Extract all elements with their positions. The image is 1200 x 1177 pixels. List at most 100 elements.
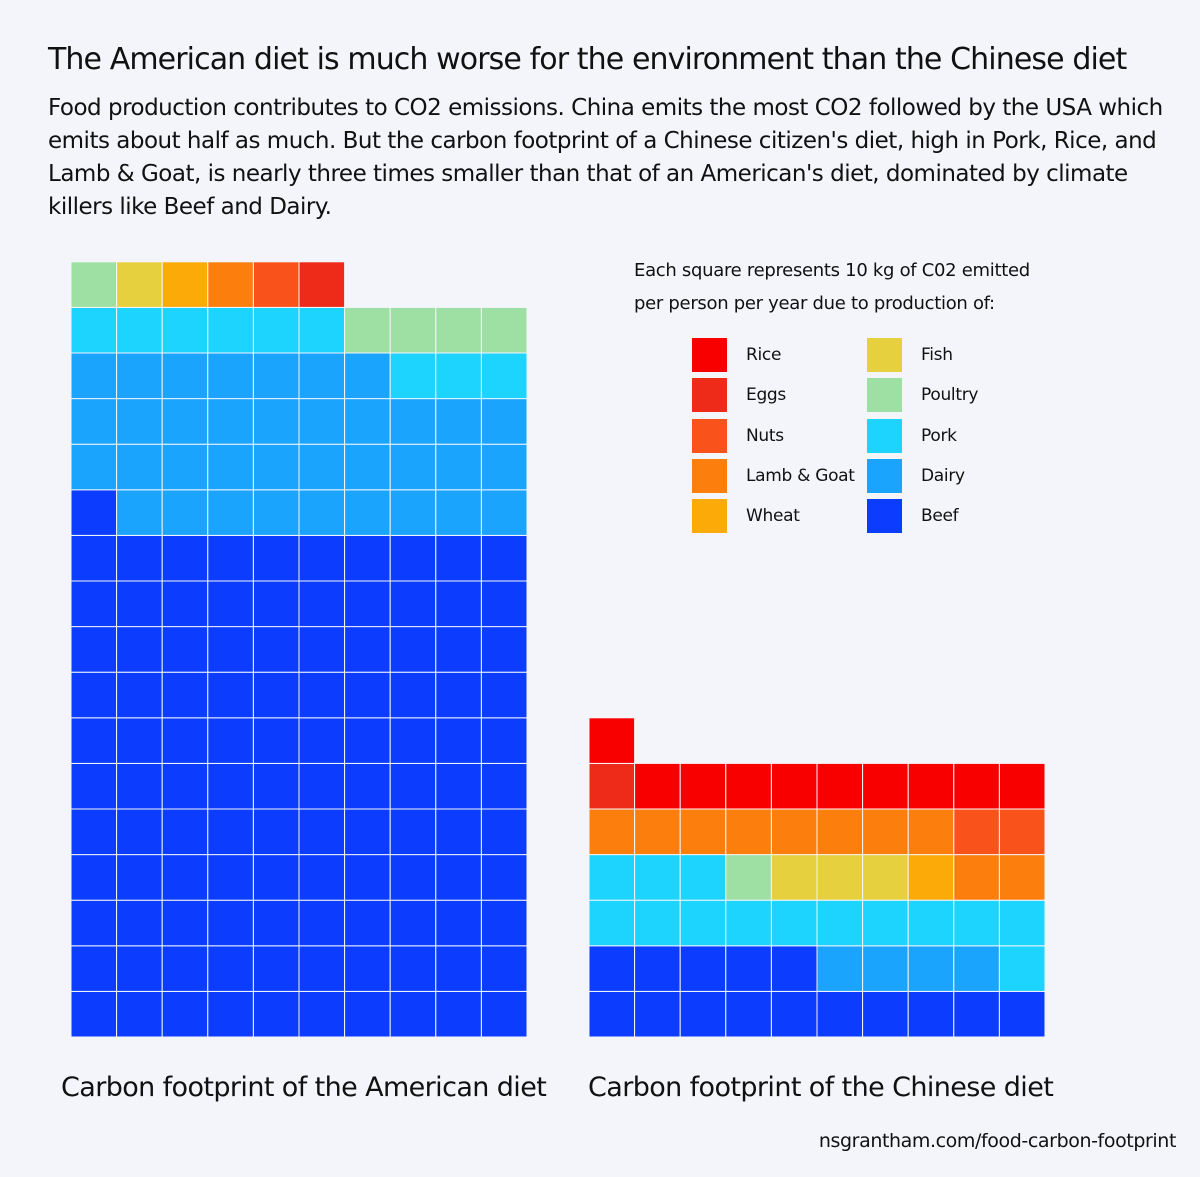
waffle-square	[953, 854, 1000, 901]
waffle-square	[70, 306, 118, 354]
waffle-square	[298, 945, 346, 992]
waffle-square	[998, 762, 1046, 810]
waffle-square	[252, 808, 300, 856]
waffle-square	[161, 762, 209, 810]
waffle-square	[161, 671, 209, 719]
waffle-square	[770, 899, 818, 947]
waffle-square	[161, 899, 209, 947]
source-link[interactable]: nsgrantham.com/food-carbon-footprint	[818, 1130, 1177, 1152]
waffle-square	[116, 671, 163, 719]
waffle-square	[816, 762, 864, 810]
waffle-square	[725, 808, 772, 856]
waffle-square	[252, 671, 300, 719]
waffle-square	[907, 762, 955, 810]
waffle-square	[207, 580, 254, 628]
waffle-square	[344, 762, 391, 810]
waffle-square	[389, 306, 437, 354]
waffle-square	[679, 808, 727, 856]
waffle-square	[70, 626, 118, 673]
waffle-square	[116, 398, 163, 445]
waffle-square	[907, 854, 955, 901]
waffle-square	[344, 990, 391, 1038]
waffle-square	[298, 352, 346, 400]
waffle-square	[435, 808, 482, 856]
waffle-square	[207, 626, 254, 673]
waffle-square	[389, 717, 437, 764]
waffle-square	[344, 626, 391, 673]
waffle-square	[161, 443, 209, 491]
legend-swatch	[692, 499, 727, 534]
waffle-square	[634, 945, 681, 992]
waffle-square	[116, 762, 163, 810]
waffle-square	[116, 899, 163, 947]
waffle-square	[862, 854, 909, 901]
waffle-square	[953, 808, 1000, 856]
waffle-square	[389, 398, 437, 445]
waffle-square	[116, 717, 163, 764]
waffle-square	[389, 443, 437, 491]
waffle-square	[679, 945, 727, 992]
legend-label: Wheat	[746, 506, 800, 527]
waffle-square	[207, 717, 254, 764]
waffle-square	[70, 762, 118, 810]
waffle-square	[816, 945, 864, 992]
waffle-square	[953, 762, 1000, 810]
waffle-square	[252, 261, 300, 308]
waffle-square	[116, 945, 163, 992]
waffle-square	[70, 671, 118, 719]
waffle-square	[161, 534, 209, 582]
waffle-square	[116, 580, 163, 628]
waffle-square	[588, 990, 636, 1038]
legend-title-line: per person per year due to production of…	[634, 293, 995, 314]
waffle-square	[70, 990, 118, 1038]
waffle-square	[907, 945, 955, 992]
waffle-square	[161, 398, 209, 445]
waffle-square	[907, 990, 955, 1038]
waffle-square	[634, 854, 681, 901]
legend-label: Lamb & Goat	[746, 465, 855, 486]
waffle-chinese	[588, 717, 1046, 1038]
waffle-square	[207, 671, 254, 719]
legend-label: Beef	[921, 506, 959, 527]
waffle-square	[116, 990, 163, 1038]
waffle-square	[116, 854, 163, 901]
waffle-square	[207, 808, 254, 856]
waffle-square	[116, 534, 163, 582]
chart-title: The American diet is much worse for the …	[48, 42, 1127, 77]
waffle-square	[389, 945, 437, 992]
waffle-square	[207, 489, 254, 536]
waffle-square	[862, 945, 909, 992]
waffle-square	[770, 990, 818, 1038]
waffle-square	[679, 854, 727, 901]
waffle-square	[207, 261, 254, 308]
waffle-square	[344, 352, 391, 400]
waffle-square	[816, 854, 864, 901]
waffle-square	[344, 443, 391, 491]
waffle-square	[252, 990, 300, 1038]
waffle-square	[70, 261, 118, 308]
subtitle-line: Lamb & Goat, is nearly three times small…	[48, 161, 1128, 187]
waffle-square	[298, 854, 346, 901]
waffle-square	[116, 808, 163, 856]
waffle-square	[770, 762, 818, 810]
waffle-square	[298, 717, 346, 764]
waffle-square	[389, 352, 437, 400]
waffle-square	[588, 808, 636, 856]
waffle-square	[725, 945, 772, 992]
waffle-square	[70, 854, 118, 901]
waffle-square	[862, 990, 909, 1038]
waffle-square	[344, 534, 391, 582]
waffle-square	[588, 762, 636, 810]
waffle-square	[679, 762, 727, 810]
waffle-square	[998, 808, 1046, 856]
waffle-american	[70, 261, 528, 1038]
legend-label: Fish	[921, 345, 953, 365]
waffle-square	[70, 580, 118, 628]
subtitle-line: killers like Beef and Dairy.	[48, 194, 332, 220]
waffle-square	[435, 945, 482, 992]
waffle-square	[862, 762, 909, 810]
waffle-square	[435, 306, 482, 354]
legend-label: Rice	[746, 345, 782, 365]
waffle-square	[480, 854, 528, 901]
waffle-square	[435, 352, 482, 400]
